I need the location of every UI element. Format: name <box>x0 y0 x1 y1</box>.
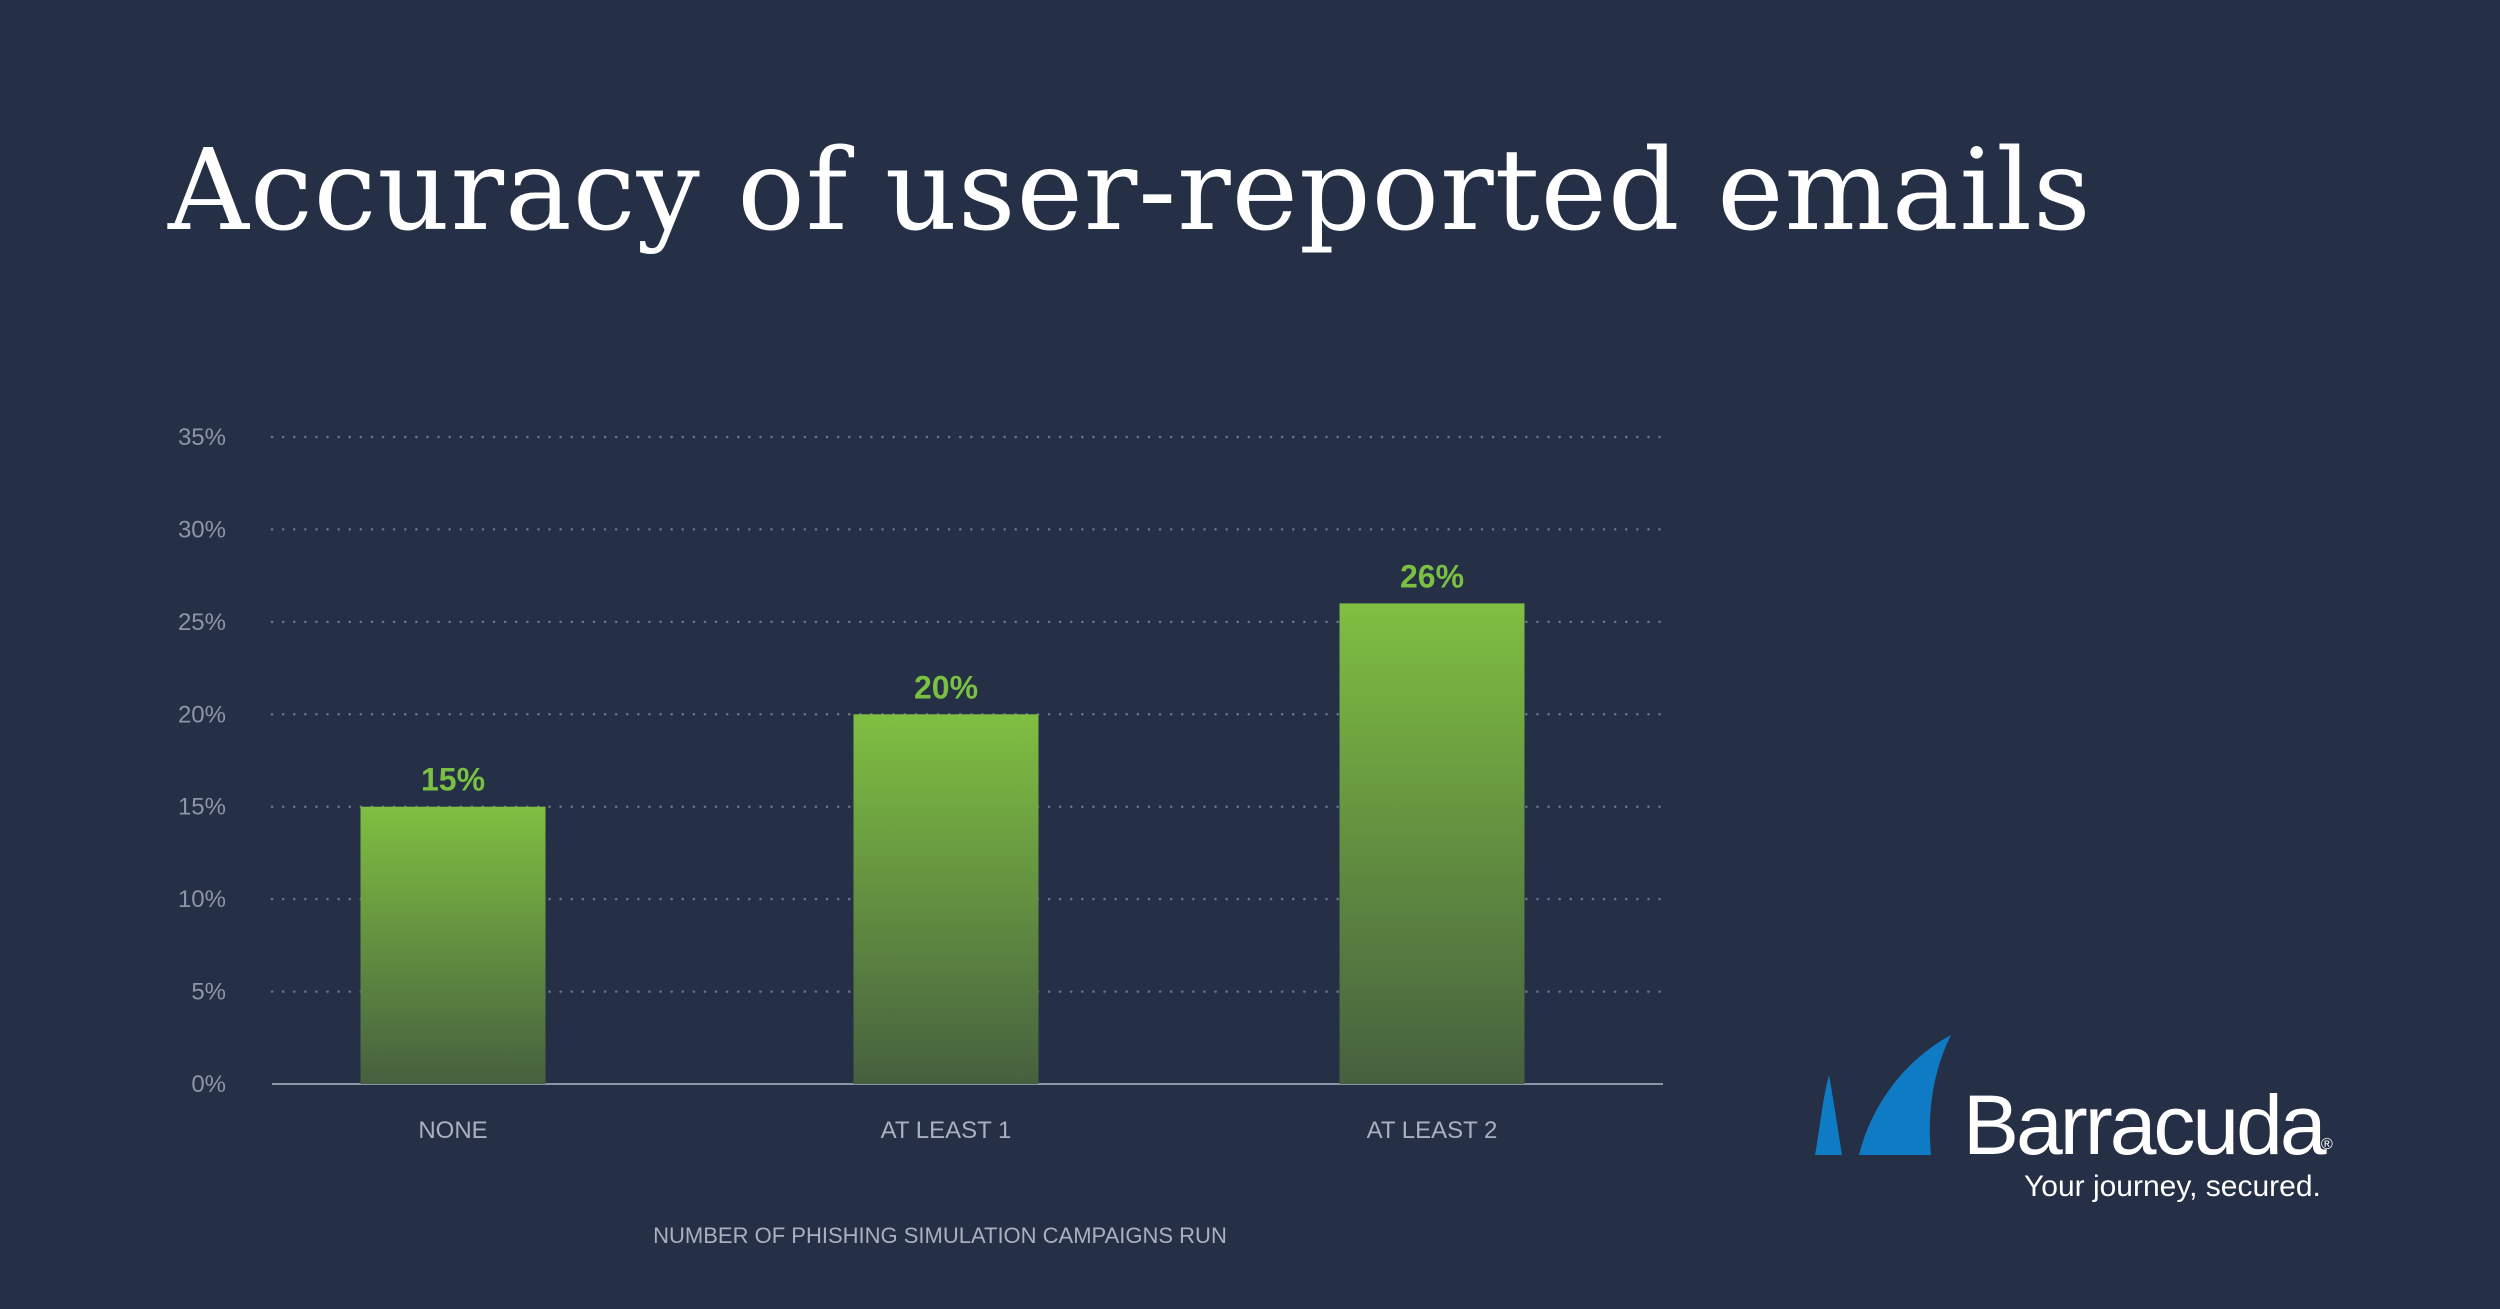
y-tick-label: 35% <box>178 424 226 451</box>
barracuda-logo: Barracuda ® Your journey, secured. <box>1815 1035 2345 1205</box>
y-tick-label: 20% <box>178 701 226 728</box>
barracuda-fin-icon <box>1815 1035 1951 1155</box>
page-title: Accuracy of user-reported emails <box>168 126 2092 256</box>
x-category-label: NONE <box>418 1117 487 1144</box>
bar-value-label: 15% <box>421 762 485 798</box>
y-tick-label: 15% <box>178 794 226 821</box>
x-category-label: AT LEAST 2 <box>1367 1117 1498 1144</box>
brand-name: Barracuda <box>1963 1078 2327 1172</box>
registered-mark: ® <box>2321 1136 2333 1153</box>
y-tick-label: 25% <box>178 609 226 636</box>
y-tick-label: 30% <box>178 516 226 543</box>
bar-value-label: 20% <box>914 669 978 705</box>
bar <box>1339 603 1525 1084</box>
y-tick-label: 0% <box>191 1071 226 1098</box>
bar <box>853 714 1039 1084</box>
bar-value-label: 26% <box>1400 558 1464 594</box>
y-tick-label: 10% <box>178 886 226 913</box>
x-category-label: AT LEAST 1 <box>881 1117 1012 1144</box>
brand-tagline: Your journey, secured. <box>2024 1170 2321 1203</box>
y-tick-label: 5% <box>191 979 226 1006</box>
x-axis-title: NUMBER OF PHISHING SIMULATION CAMPAIGNS … <box>653 1223 1227 1248</box>
bar <box>360 806 546 1084</box>
